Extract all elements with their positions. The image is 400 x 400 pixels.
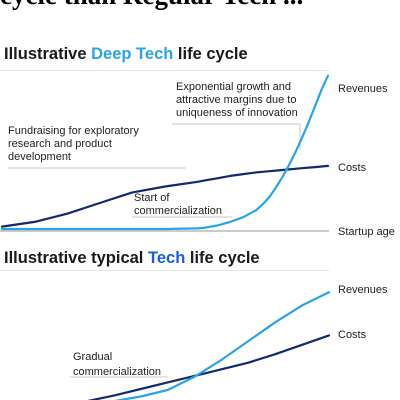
x-axis-label: Startup age xyxy=(338,226,395,238)
costs-line xyxy=(0,164,330,228)
annotations: Fundraising for exploratory research and … xyxy=(8,81,301,218)
deep-tech-life-cycle-chart: Fundraising for exploratory research and … xyxy=(0,70,395,238)
annotations: Gradual commercialization xyxy=(70,351,168,378)
annotation-line: commercialization xyxy=(134,205,222,217)
revenues-line xyxy=(0,74,330,231)
title-prefix: Illustrative xyxy=(4,45,92,63)
annotation-text: Start of commercialization xyxy=(134,192,222,217)
annotation-line: Exponential growth and xyxy=(176,81,291,93)
deep-tech-section-title: Illustrative Deep Tech life cycle xyxy=(4,44,248,64)
costs-label: Costs xyxy=(338,329,367,341)
costs-label: Costs xyxy=(338,162,367,174)
annotation-line: commercialization xyxy=(73,366,161,378)
title-prefix: Illustrative typical xyxy=(4,249,148,267)
annotation-line: development xyxy=(8,151,71,163)
annotation-line: research and product xyxy=(8,138,112,150)
title-suffix: life cycle xyxy=(185,249,260,267)
annotation-line: Gradual xyxy=(73,351,112,363)
annotation-text: Gradual commercialization xyxy=(73,351,161,378)
annotation-line: uniqueness of innovation xyxy=(176,107,298,119)
title-accent: Tech xyxy=(147,249,186,267)
title-accent: Deep Tech xyxy=(91,45,174,63)
revenues-label: Revenues xyxy=(338,83,388,95)
tech-section-title: Illustrative typical Tech life cycle xyxy=(4,248,260,268)
title-suffix: life cycle xyxy=(173,45,248,63)
annotation-leader xyxy=(172,123,301,150)
annotation-line: attractive margins due to xyxy=(176,94,296,106)
annotation-line: Start of xyxy=(134,192,170,204)
revenues-line xyxy=(114,291,331,400)
tech-life-cycle-chart: Gradual commercialization Revenues Costs xyxy=(0,270,388,400)
annotation-line: Fundraising for exploratory xyxy=(8,125,139,137)
annotation-text: Fundraising for exploratory research and … xyxy=(8,125,139,163)
revenues-label: Revenues xyxy=(338,284,388,296)
annotation-text: Exponential growth and attractive margins… xyxy=(176,81,298,119)
